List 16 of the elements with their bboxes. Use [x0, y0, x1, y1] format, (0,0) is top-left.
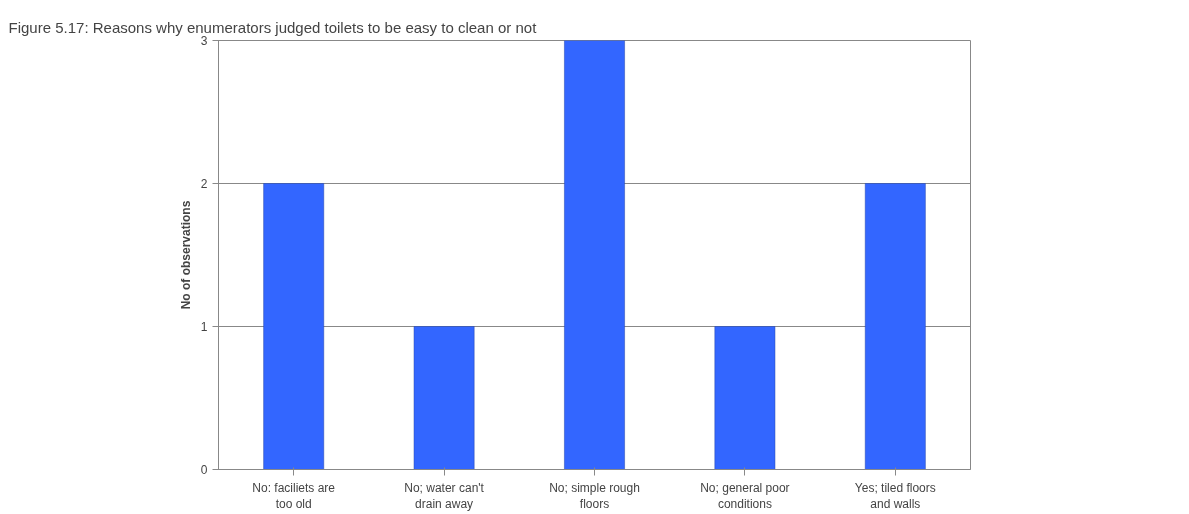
bar: [864, 183, 926, 470]
bar: [714, 326, 776, 470]
y-tick-label: 2: [200, 177, 208, 191]
bar: [263, 183, 325, 470]
x-tick-label: No; simple rough floors: [549, 480, 640, 512]
bar: [413, 326, 475, 470]
x-tick-label: No: faciliets are too old: [252, 480, 336, 512]
y-tick-label: 0: [200, 463, 208, 477]
chart-title: Figure 5.17: Reasons why enumerators judged toilets to be easy to clean or not: [8, 18, 538, 36]
y-tick-label: 3: [200, 34, 208, 48]
bar: [564, 40, 625, 470]
y-tick-label: 1: [200, 320, 208, 334]
x-tick-label: No; general poor conditions: [700, 480, 790, 512]
x-tick-label: Yes; tiled floors and walls: [854, 480, 936, 512]
y-axis-title: No of observations: [178, 200, 193, 310]
x-tick-label: No; water can't drain away: [404, 480, 485, 512]
